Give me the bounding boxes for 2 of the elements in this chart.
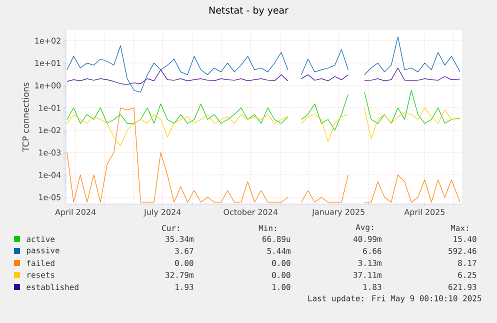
chart-title: Netstat - by year bbox=[209, 6, 288, 16]
y-axis-title: TCP connections bbox=[22, 82, 29, 152]
